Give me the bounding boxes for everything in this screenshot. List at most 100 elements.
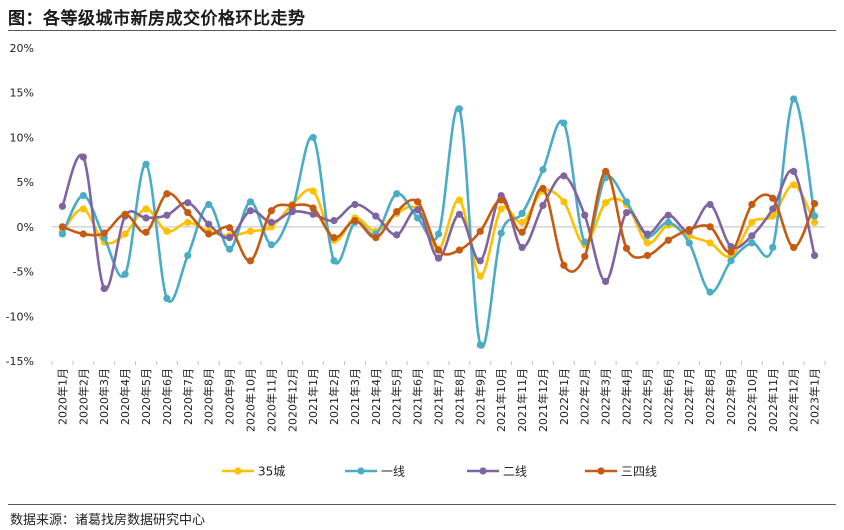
data-point xyxy=(205,220,213,228)
data-point xyxy=(246,198,255,206)
data-point xyxy=(393,208,401,216)
data-point xyxy=(205,200,213,209)
x-tick-label: 2022年12月 xyxy=(787,368,801,432)
source-bar: 数据来源：诸葛找房数据研究中心 xyxy=(8,504,836,528)
data-point xyxy=(539,201,547,209)
x-tick-label: 2022年9月 xyxy=(724,368,738,425)
legend-label: 三四线 xyxy=(621,465,657,479)
data-point xyxy=(142,160,150,168)
series-4 xyxy=(58,167,819,273)
x-tick-label: 2020年5月 xyxy=(139,368,153,425)
legend-label: 一线 xyxy=(381,465,405,479)
data-point xyxy=(455,196,463,204)
data-point xyxy=(539,166,547,174)
data-point xyxy=(560,198,568,206)
data-point xyxy=(769,205,777,213)
data-point xyxy=(622,244,631,252)
data-point xyxy=(142,228,150,236)
data-point xyxy=(664,218,672,226)
data-point xyxy=(267,218,275,226)
data-point xyxy=(560,172,568,180)
y-tick-label: 15% xyxy=(10,87,34,100)
data-point xyxy=(748,232,756,240)
data-point xyxy=(225,245,234,253)
chart-title: 图：各等级城市新房成交价格环比走势 xyxy=(8,9,306,29)
data-point xyxy=(246,227,255,235)
data-source: 数据来源：诸葛找房数据研究中心 xyxy=(10,513,206,528)
x-tick-label: 2021年9月 xyxy=(473,368,487,425)
data-point xyxy=(790,95,798,103)
data-point xyxy=(330,216,338,225)
legend-marker xyxy=(597,467,605,475)
data-point xyxy=(810,251,819,260)
data-point xyxy=(810,212,819,220)
data-point xyxy=(518,218,526,226)
data-point xyxy=(121,230,129,238)
data-point xyxy=(225,233,234,242)
data-point xyxy=(706,239,714,247)
x-tick-label: 2022年3月 xyxy=(599,368,613,425)
data-point xyxy=(100,229,108,237)
data-point xyxy=(643,230,652,238)
data-point xyxy=(414,198,422,206)
data-point xyxy=(163,190,171,198)
data-point xyxy=(225,224,234,232)
data-point xyxy=(622,198,631,206)
data-point xyxy=(790,181,798,189)
legend-label: 二线 xyxy=(503,465,527,479)
x-tick-label: 2020年10月 xyxy=(243,368,257,432)
data-point xyxy=(602,277,610,286)
x-tick-label: 2021年4月 xyxy=(369,368,383,425)
data-point xyxy=(476,341,484,349)
x-tick-label: 2021年5月 xyxy=(390,368,404,425)
data-point xyxy=(372,212,380,220)
data-point xyxy=(58,223,67,231)
x-tick-label: 2020年11月 xyxy=(264,368,278,432)
series-line xyxy=(61,97,816,349)
data-point xyxy=(163,227,171,235)
data-point xyxy=(455,210,463,218)
legend-item: 二线 xyxy=(467,465,527,479)
data-point xyxy=(267,207,275,215)
y-tick-label: -10% xyxy=(6,310,34,323)
x-tick-label: 2021年7月 xyxy=(432,368,446,425)
data-point xyxy=(685,239,693,247)
data-point xyxy=(727,257,735,265)
data-point xyxy=(455,105,463,113)
data-point xyxy=(393,231,401,239)
data-point xyxy=(351,216,359,225)
x-tick-label: 2020年4月 xyxy=(118,368,132,425)
x-tick-label: 2020年6月 xyxy=(160,368,174,425)
data-point xyxy=(560,119,568,127)
data-point xyxy=(810,200,819,208)
data-point xyxy=(184,251,192,260)
data-point xyxy=(79,230,87,238)
data-point xyxy=(581,238,589,246)
x-tick-label: 2022年2月 xyxy=(578,368,592,425)
data-point xyxy=(560,261,568,269)
data-point xyxy=(497,196,505,204)
data-point xyxy=(664,236,672,244)
data-point xyxy=(769,194,777,202)
data-point xyxy=(288,208,296,216)
y-tick-label: 10% xyxy=(10,131,34,144)
data-point xyxy=(685,225,693,234)
data-point xyxy=(539,184,547,193)
data-point xyxy=(581,252,589,260)
data-point xyxy=(79,191,87,200)
x-tick-label: 2020年12月 xyxy=(285,368,299,432)
x-tick-label: 2022年6月 xyxy=(661,368,675,425)
y-tick-label: -5% xyxy=(13,266,34,279)
legend-item: 三四线 xyxy=(585,465,657,479)
data-point xyxy=(121,270,129,278)
data-point xyxy=(810,218,819,226)
data-point xyxy=(769,212,777,220)
data-point xyxy=(393,190,401,198)
data-point xyxy=(581,211,589,219)
data-point xyxy=(100,284,108,293)
x-tick-label: 2021年10月 xyxy=(494,368,508,432)
data-point xyxy=(706,200,714,209)
data-point xyxy=(497,229,505,237)
data-point xyxy=(476,227,484,235)
x-tick-label: 2021年12月 xyxy=(536,368,550,432)
